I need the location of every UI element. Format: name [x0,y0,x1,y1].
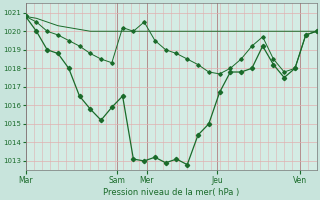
X-axis label: Pression niveau de la mer( hPa ): Pression niveau de la mer( hPa ) [103,188,239,197]
